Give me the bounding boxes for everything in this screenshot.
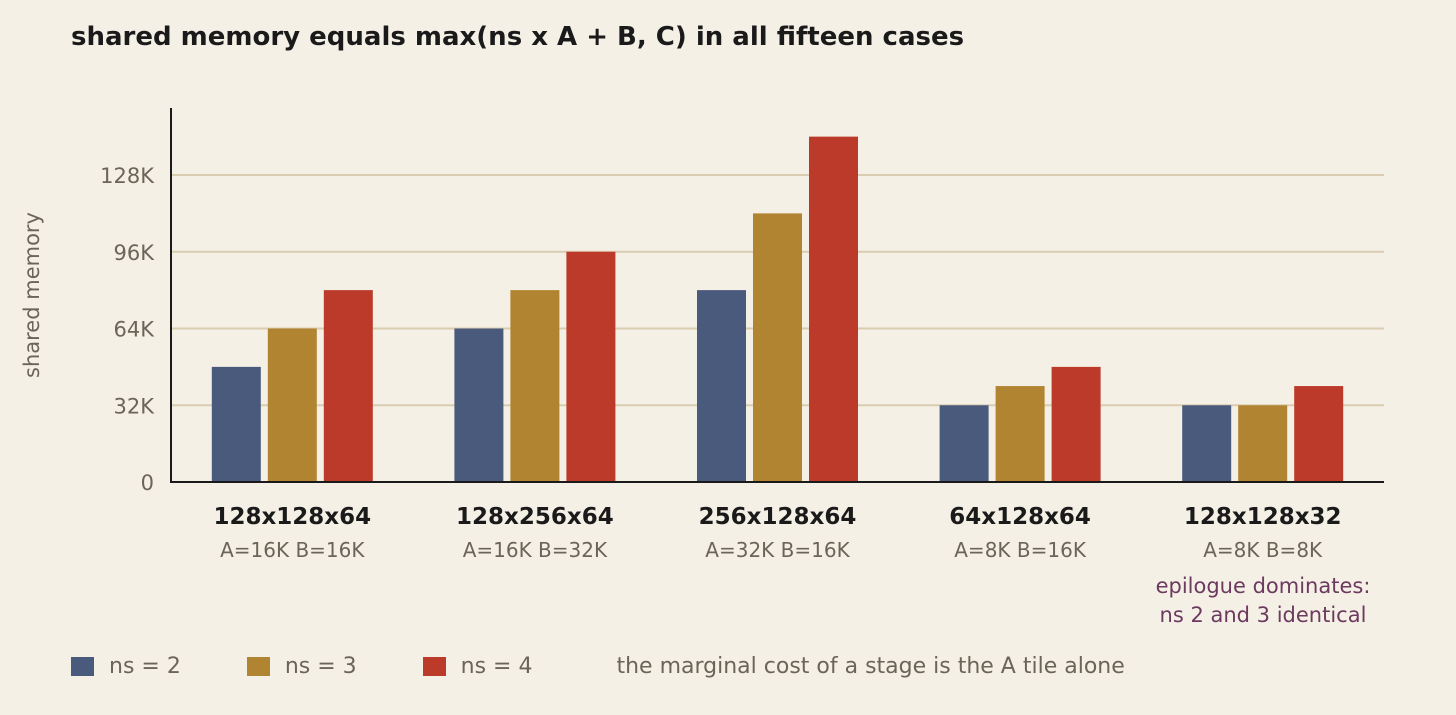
legend-swatch bbox=[246, 656, 270, 676]
y-tick-label: 0 bbox=[141, 471, 154, 495]
annotation-line-2: ns 2 and 3 identical bbox=[1159, 603, 1367, 627]
bar bbox=[753, 213, 802, 482]
x-tick-label: 64x128x64 bbox=[949, 504, 1091, 530]
x-tick-label: 128x256x64 bbox=[456, 504, 614, 530]
legend-item-ns2: ns = 2 bbox=[71, 654, 181, 679]
x-tick-sublabel: A=8K B=8K bbox=[1203, 538, 1323, 562]
bar bbox=[454, 328, 504, 482]
bar bbox=[1238, 405, 1288, 482]
x-tick-label: 128x128x32 bbox=[1184, 504, 1342, 530]
chart-title: shared memory equals max(ns x A + B, C) … bbox=[71, 22, 965, 52]
bar bbox=[267, 328, 317, 482]
bar-chart: 0 32K 64K 96K 128K 128x128x64 A=16K B=16K 128x2… bbox=[100, 108, 1384, 562]
bar bbox=[697, 290, 746, 482]
y-tick-label: 32K bbox=[114, 394, 156, 418]
y-tick-label: 96K bbox=[114, 241, 156, 265]
annotation-line-1: epilogue dominates: bbox=[1155, 574, 1371, 598]
x-tick-label: 128x128x64 bbox=[213, 504, 371, 530]
bar bbox=[939, 405, 989, 482]
legend-swatch bbox=[71, 656, 94, 676]
legend: ns = 2 ns = 3 ns = 4 the marginal cost o… bbox=[71, 650, 1125, 682]
bar bbox=[995, 386, 1045, 482]
bar bbox=[510, 290, 560, 482]
bar bbox=[323, 290, 373, 482]
legend-note: the marginal cost of a stage is the A ti… bbox=[616, 653, 1125, 679]
x-tick-sublabel: A=8K B=16K bbox=[954, 538, 1087, 562]
bar bbox=[566, 251, 616, 482]
bar bbox=[1294, 386, 1344, 482]
x-tick-sublabel: A=16K B=16K bbox=[220, 538, 365, 562]
epilogue-annotation: epilogue dominates: ns 2 and 3 identical bbox=[1156, 572, 1371, 630]
legend-label: ns = 2 bbox=[109, 653, 181, 679]
x-tick-sublabel: A=32K B=16K bbox=[705, 538, 850, 562]
bar bbox=[809, 136, 858, 482]
legend-item-ns4: ns = 4 bbox=[422, 653, 533, 679]
legend-label: ns = 3 bbox=[284, 653, 357, 679]
x-tick-label: 256x128x64 bbox=[699, 504, 857, 530]
legend-swatch bbox=[422, 656, 446, 676]
x-tick-sublabel: A=16K B=32K bbox=[463, 538, 608, 562]
legend-label: ns = 4 bbox=[460, 653, 533, 679]
y-tick-label: 64K bbox=[114, 318, 156, 342]
bar bbox=[1051, 366, 1101, 482]
y-tick-label: 128K bbox=[100, 164, 155, 188]
legend-item-ns3: ns = 3 bbox=[246, 653, 357, 679]
bar bbox=[1182, 405, 1232, 482]
bar bbox=[211, 366, 261, 482]
y-axis-label: shared memory bbox=[20, 212, 44, 378]
